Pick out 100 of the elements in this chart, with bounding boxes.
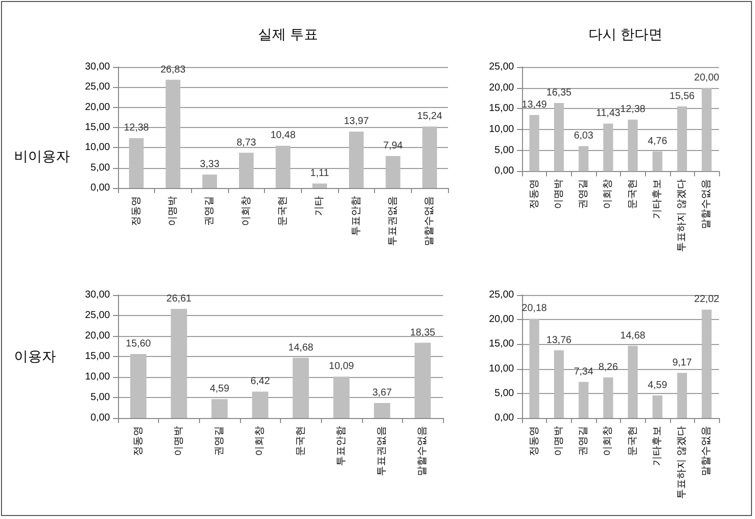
data-label: 10,09 — [328, 361, 354, 372]
data-label: 7,94 — [383, 140, 404, 152]
chart-title: 실제 투표 — [258, 26, 318, 42]
bar — [603, 377, 614, 418]
bar — [652, 395, 662, 418]
x-tick-label: 투표하지 않겠다 — [676, 179, 688, 252]
bar — [166, 80, 180, 188]
bar — [312, 184, 327, 188]
data-label: 26,61 — [166, 293, 192, 304]
data-label: 4,59 — [648, 380, 668, 391]
x-tick-label: 이명박 — [168, 196, 178, 226]
data-label: 3,67 — [372, 387, 392, 398]
y-tick-label: 15,00 — [84, 122, 110, 133]
data-label: 15,60 — [126, 338, 152, 350]
y-tick-label: 20,00 — [84, 330, 110, 342]
bar — [252, 392, 268, 418]
text: 이용자 — [14, 349, 56, 365]
bar — [677, 372, 687, 418]
bar — [422, 126, 437, 188]
y-tick-label: 10,00 — [488, 363, 514, 374]
y-tick-label: 15,00 — [488, 103, 514, 114]
bar — [276, 146, 290, 188]
y-tick-label: 25,00 — [488, 290, 514, 300]
x-tick-label: 말할수없음 — [701, 426, 712, 476]
y-tick-label: 15,00 — [488, 338, 514, 350]
y-tick-label: 20,00 — [488, 314, 514, 326]
x-tick-label: 권영길 — [214, 426, 226, 456]
x-tick-label: 말할수없음 — [701, 179, 712, 230]
y-tick-label: 20,00 — [488, 82, 514, 94]
data-label: 1,11 — [310, 168, 330, 180]
bar — [529, 318, 540, 418]
bar — [677, 106, 687, 172]
data-label: 10,48 — [270, 130, 296, 142]
data-label: 4,59 — [210, 384, 230, 395]
bar — [211, 399, 228, 418]
bar — [130, 354, 146, 418]
x-tick-label: 문국현 — [627, 426, 638, 456]
data-label: 6,42 — [250, 376, 270, 388]
x-tick-label: 정동영 — [132, 426, 144, 456]
y-tick-label: 20,00 — [84, 102, 110, 113]
bar — [129, 138, 144, 188]
data-label: 22,02 — [694, 294, 720, 306]
y-tick-label: 0,00 — [90, 182, 110, 194]
x-tick-label: 말할수없음 — [424, 196, 436, 246]
bar — [578, 382, 588, 418]
x-tick-label: 정동영 — [528, 426, 540, 456]
x-tick-label: 문국현 — [627, 179, 638, 210]
data-label: 4,76 — [648, 136, 668, 147]
data-label: 9,17 — [672, 357, 692, 368]
x-tick-label: 기타후보 — [652, 426, 663, 466]
bar — [628, 120, 638, 172]
data-label: 14,68 — [288, 342, 314, 354]
data-label: 26,83 — [160, 64, 186, 76]
bar — [702, 88, 712, 172]
x-tick-label: 권영길 — [204, 196, 216, 226]
x-tick-label: 문국현 — [295, 426, 306, 456]
x-tick-label: 이회창 — [602, 426, 614, 456]
bar — [702, 310, 712, 418]
x-tick-label: 이회창 — [602, 179, 614, 210]
data-label: 12,38 — [620, 104, 646, 116]
y-tick-label: 10,00 — [488, 124, 514, 136]
x-tick-label: 권영길 — [578, 426, 590, 456]
x-tick-label: 이회창 — [240, 196, 252, 226]
bar — [652, 151, 662, 172]
data-label: 13,97 — [344, 116, 370, 128]
x-tick-label: 기타후보 — [652, 179, 663, 220]
bar — [414, 342, 431, 418]
data-label: 15,24 — [417, 111, 443, 122]
bar — [333, 376, 350, 418]
y-tick-label: 30,00 — [84, 62, 110, 72]
bar — [554, 350, 564, 418]
bar — [170, 308, 188, 418]
bar — [628, 346, 638, 418]
bar — [578, 146, 588, 172]
x-tick-label: 투표권없음 — [376, 426, 388, 476]
y-tick-label: 0,00 — [494, 166, 514, 177]
y-tick-label: 15,00 — [84, 351, 110, 362]
x-tick-label: 투표하지 않겠다 — [676, 426, 688, 499]
x-tick-label: 투표권없음 — [388, 196, 398, 246]
data-label: 6,03 — [574, 130, 594, 142]
data-label: 8,26 — [598, 362, 618, 373]
bar — [239, 152, 254, 188]
x-tick-label: 권영길 — [578, 179, 590, 210]
x-tick-label: 이명박 — [553, 179, 564, 210]
y-tick-label: 25,00 — [488, 62, 514, 72]
y-tick-label: 5,00 — [494, 388, 514, 399]
y-tick-label: 0,00 — [494, 412, 514, 424]
x-tick-label: 투표안함 — [336, 426, 347, 466]
data-label: 14,68 — [620, 330, 646, 342]
y-tick-label: 0,00 — [90, 412, 110, 424]
y-tick-label: 5,00 — [90, 162, 110, 174]
data-label: 12,38 — [124, 122, 150, 134]
data-label: 18,35 — [410, 327, 436, 338]
data-label: 16,35 — [546, 88, 572, 99]
data-label: 13,76 — [546, 334, 572, 346]
y-tick-label: 10,00 — [84, 372, 110, 382]
bar — [202, 174, 217, 188]
bar — [386, 156, 400, 188]
bar — [349, 132, 364, 188]
data-label: 20,00 — [694, 72, 720, 84]
